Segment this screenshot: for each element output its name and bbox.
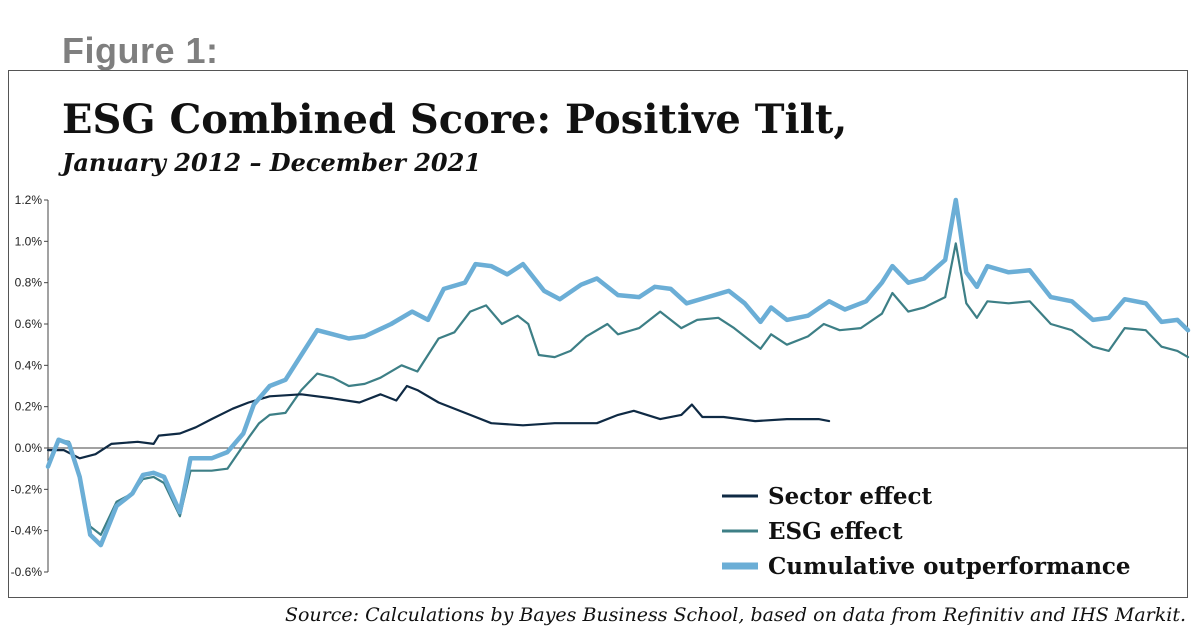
y-tick-label: 0.2% <box>15 400 43 414</box>
legend-label-cumulative: Cumulative outperformance <box>768 553 1131 580</box>
y-tick-label: 0.4% <box>15 358 43 372</box>
legend-label-esg: ESG effect <box>768 518 903 545</box>
chart-subtitle: January 2012 – December 2021 <box>62 148 482 177</box>
series-line-sector <box>46 384 831 460</box>
legend-label-sector: Sector effect <box>768 483 932 510</box>
series-line-cumulative <box>45 197 1191 548</box>
y-tick-label: 0.8% <box>15 276 43 290</box>
y-tick-label: 0.6% <box>15 317 43 331</box>
chart-frame <box>8 70 1188 598</box>
y-tick-label: 0.0% <box>15 441 43 455</box>
y-tick-label: -0.2% <box>11 482 43 496</box>
y-tick-label: -0.4% <box>11 524 43 538</box>
series-line-esg <box>46 242 1190 536</box>
y-tick-label: -0.6% <box>11 565 43 579</box>
figure-label: Figure 1: <box>62 30 219 71</box>
chart-title: ESG Combined Score: Positive Tilt, <box>62 96 848 143</box>
source-note: Source: Calculations by Bayes Business S… <box>284 604 1186 626</box>
y-tick-label: 1.0% <box>15 234 43 248</box>
y-tick-label: 1.2% <box>15 193 43 207</box>
